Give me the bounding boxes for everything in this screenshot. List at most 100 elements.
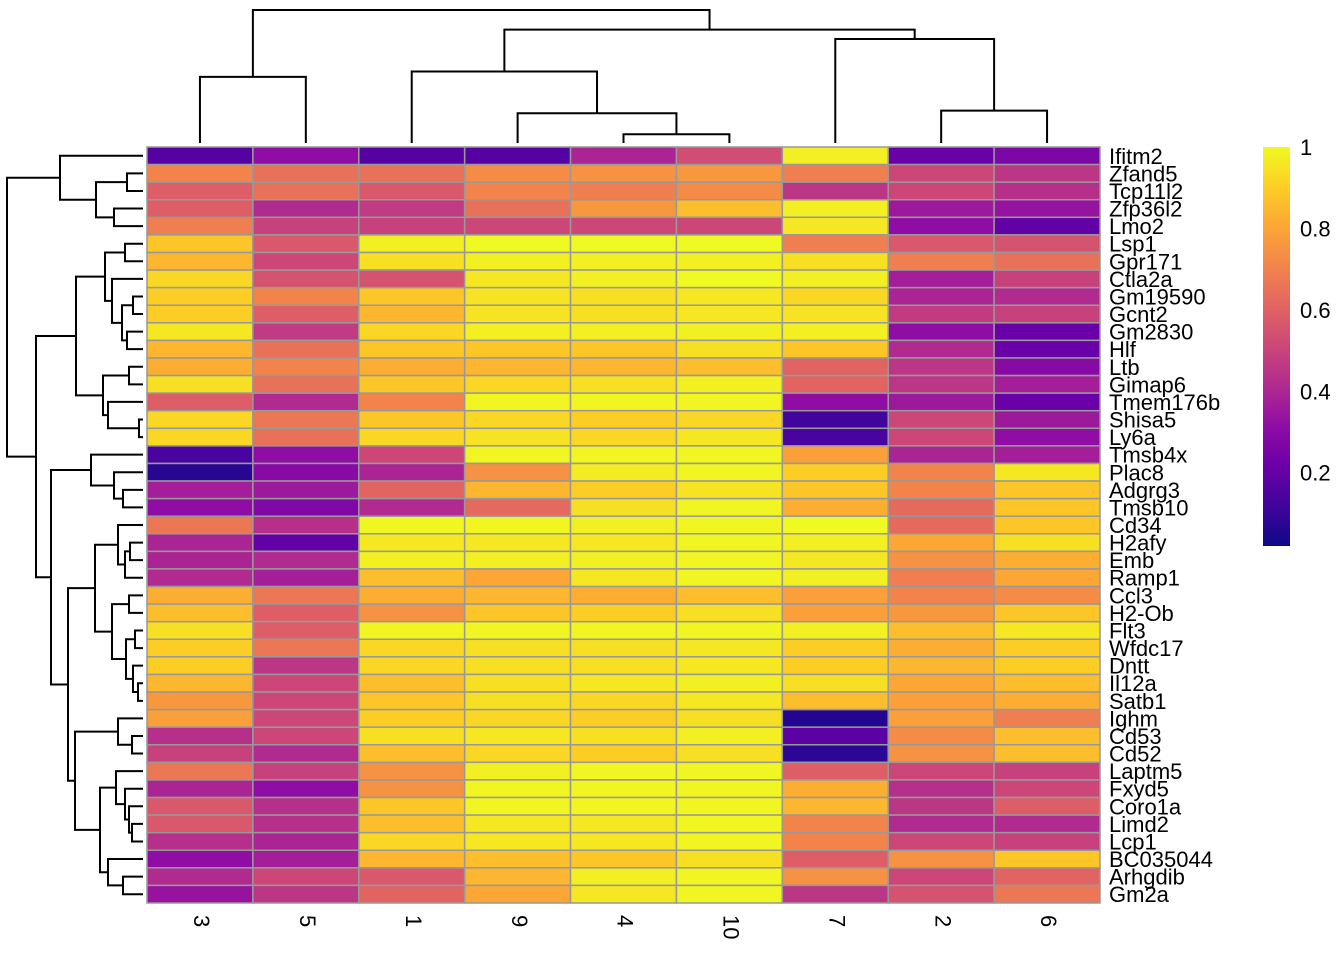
heatmap-cell [358,216,466,236]
heatmap-cell [675,216,784,236]
heatmap-cell [675,673,784,693]
heatmap-cell [993,673,1101,693]
heatmap-cell [781,603,889,623]
heatmap-cell [781,884,889,904]
dendrogram-branch [102,374,129,417]
heatmap-cell [358,163,466,183]
heatmap-cell [358,322,466,342]
heatmap-cell [252,286,360,306]
heatmap-cell [887,462,995,482]
heatmap-cell [358,726,466,746]
heatmap-cell [675,744,784,764]
row-label: Gm2a [1109,882,1170,907]
heatmap-cell [358,796,466,816]
heatmap-cell [463,357,572,377]
heatmap-cell [358,744,466,764]
row-label: Ramp1 [1109,566,1180,591]
heatmap-cell [781,216,889,236]
heatmap-cell [569,638,678,658]
heatmap-cell [358,269,466,289]
dendrogram-branch [113,471,143,500]
heatmap-cell [887,603,995,623]
heatmap-cell [569,462,678,482]
heatmap-cell [569,216,678,236]
heatmap-cell [569,796,678,816]
column-label: 2 [930,915,955,927]
heatmap-cell [887,146,995,166]
heatmap-cell [887,304,995,324]
column-label: 5 [295,915,320,927]
heatmap-cell [252,445,360,465]
heatmap-cell [781,251,889,271]
heatmap-cell [463,533,572,553]
heatmap-cell [675,814,784,834]
heatmap-cell [358,814,466,834]
heatmap-cell [463,234,572,254]
heatmap-cell [993,163,1101,183]
heatmap-cell [358,673,466,693]
heatmap-cell [146,708,254,728]
heatmap-cell [569,322,678,342]
heatmap-cell [781,269,889,289]
heatmap-cell [252,656,360,676]
heatmap-cell [993,550,1101,570]
heatmap-cell [252,163,360,183]
row-label: Gpr171 [1109,249,1182,274]
heatmap-cell [993,462,1101,482]
legend-tick-label: 1 [1300,135,1312,160]
heatmap-cell [675,462,784,482]
heatmap-cell [252,427,360,447]
heatmap-cell [463,181,572,201]
heatmap-cell [887,427,995,447]
row-label: Lcp1 [1109,829,1157,854]
column-label: 6 [1036,915,1061,927]
heatmap-cell [993,445,1101,465]
heatmap-cell [993,814,1101,834]
heatmap-cell [252,779,360,799]
heatmap-cell [569,339,678,359]
heatmap-cell [358,568,466,588]
row-label: Fxyd5 [1109,777,1169,802]
heatmap-cell [993,322,1101,342]
heatmap-cell [781,480,889,500]
row-label: Cd34 [1109,513,1162,538]
heatmap-cell [569,374,678,394]
heatmap-cell [675,867,784,887]
heatmap-cell [358,181,466,201]
row-label: Wfdc17 [1109,636,1184,661]
column-dendrogram [198,9,1049,143]
dendrogram-branch [138,418,143,439]
legend-tick-label: 0.8 [1300,216,1331,241]
column-label: 3 [189,915,214,927]
dendrogram-branch [90,453,143,487]
heatmap-cell [463,796,572,816]
heatmap-cell [252,638,360,658]
row-label: Satb1 [1109,689,1167,714]
heatmap-cell [887,831,995,852]
heatmap-cell [358,867,466,887]
dendrogram-branch [94,543,118,633]
heatmap-cell [569,181,678,201]
heatmap-cell [993,585,1101,605]
row-label: Plac8 [1109,460,1164,485]
dendrogram-branch [516,112,678,143]
heatmap-cell [146,339,254,359]
heatmap-cell [569,409,678,430]
heatmap-cell [993,304,1101,324]
heatmap-cell [569,550,678,570]
heatmap-cell [781,322,889,342]
heatmap-cell [781,427,889,447]
heatmap-cell [463,620,572,641]
heatmap-cell [569,744,678,764]
heatmap-cell [358,251,466,271]
heatmap-cell [675,568,784,588]
dendrogram-branch [104,251,125,302]
heatmap-cell [993,708,1101,728]
row-label: Gm19590 [1109,284,1206,309]
heatmap-cell [887,445,995,465]
dendrogram-branch [95,181,127,219]
row-label: Ctla2a [1109,267,1173,292]
heatmap-cell [463,603,572,623]
dendrogram-branch [128,594,143,614]
heatmap-cell [887,708,995,728]
